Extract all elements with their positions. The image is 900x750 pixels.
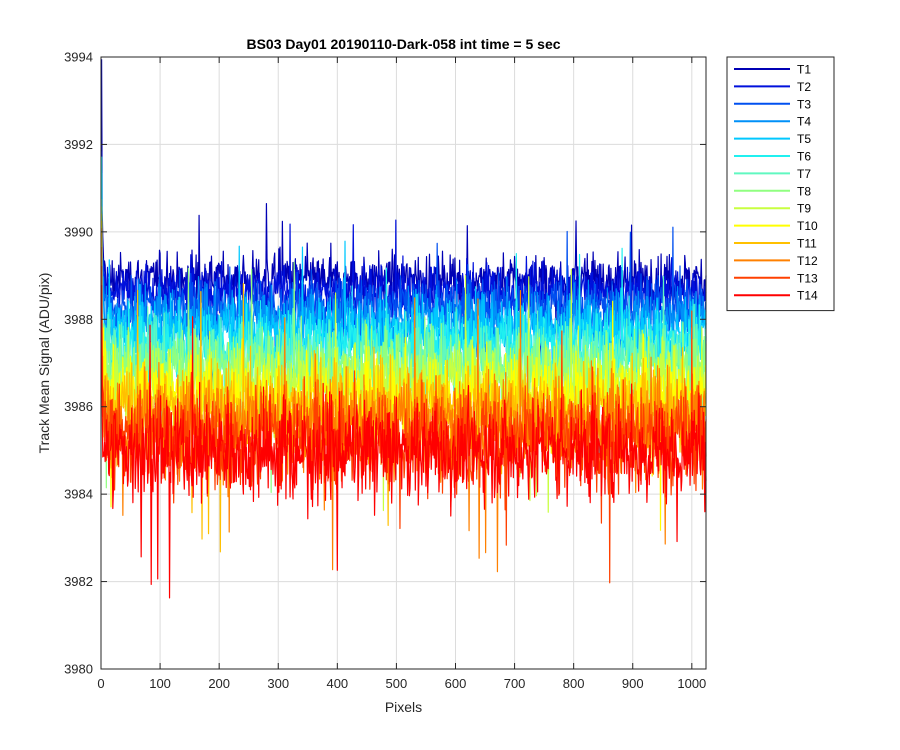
y-tick-label: 3982 <box>64 574 93 589</box>
x-tick-label: 200 <box>208 676 230 691</box>
legend-label-t4: T4 <box>797 115 811 129</box>
x-tick-label: 400 <box>326 676 348 691</box>
x-tick-label: 600 <box>445 676 467 691</box>
x-tick-label: 800 <box>563 676 585 691</box>
legend-label-t2: T2 <box>797 80 811 94</box>
legend: T1 T2 T3 T4 T5 T6 T7 T8 T9 T10 T11 T12 T13 T14 <box>726 56 835 312</box>
x-tick-label: 500 <box>386 676 408 691</box>
legend-label-t13: T13 <box>797 271 818 285</box>
legend-label-t8: T8 <box>797 184 811 198</box>
y-tick-label: 3988 <box>64 312 93 327</box>
legend-label-t5: T5 <box>797 132 811 146</box>
x-tick-label: 700 <box>504 676 526 691</box>
x-tick-label: 100 <box>149 676 171 691</box>
y-tick-label: 3980 <box>64 662 93 677</box>
legend-label-t14: T14 <box>797 289 818 303</box>
legend-label-t3: T3 <box>797 97 811 111</box>
y-tick-label: 3986 <box>64 399 93 414</box>
y-axis-label: Track Mean Signal (ADU/pix) <box>36 273 52 454</box>
x-tick-label: 1000 <box>677 676 706 691</box>
legend-label-t6: T6 <box>797 150 811 164</box>
y-tick-label: 3994 <box>64 50 93 65</box>
x-tick-label: 300 <box>267 676 289 691</box>
legend-box <box>726 56 835 312</box>
legend-label-t11: T11 <box>797 237 817 251</box>
legend-label-t10: T10 <box>797 219 818 233</box>
series-line-t14 <box>100 285 707 599</box>
x-axis-label: Pixels <box>385 699 422 715</box>
legend-label-t1: T1 <box>797 63 811 77</box>
x-tick-label: 900 <box>622 676 644 691</box>
data-series <box>100 59 707 599</box>
series-line-t11 <box>100 228 707 553</box>
axes: 0 100 200 300 400 500 600 700 800 900 1000 3980 3982… <box>64 50 707 691</box>
legend-label-t7: T7 <box>797 167 811 181</box>
legend-label-t9: T9 <box>797 202 811 216</box>
y-tick-label: 3990 <box>64 224 93 239</box>
legend-label-t12: T12 <box>797 254 818 268</box>
y-tick-label: 3992 <box>64 137 93 152</box>
x-tick-label: 0 <box>97 676 104 691</box>
y-tick-label: 3984 <box>64 487 93 502</box>
plot-frame <box>100 56 707 670</box>
chart-title: BS03 Day01 20190110-Dark-058 int time = … <box>246 36 560 52</box>
